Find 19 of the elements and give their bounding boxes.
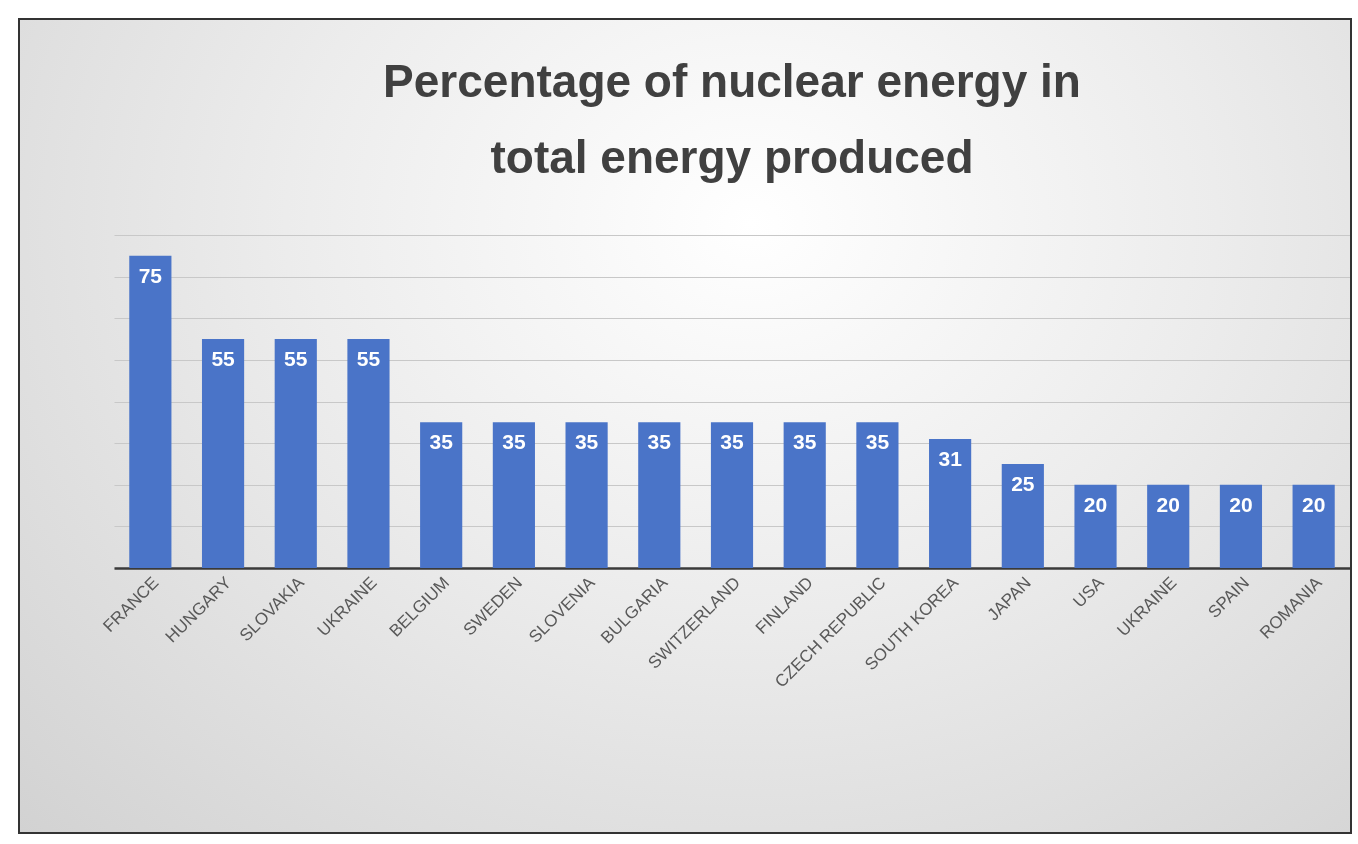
- data-label: 25: [1011, 471, 1035, 495]
- chart-title: Percentage of nuclear energy in total energy produced: [383, 55, 1081, 183]
- x-tick-label: USA: [1069, 572, 1109, 612]
- data-label: 35: [647, 430, 672, 454]
- data-label: 20: [1229, 492, 1253, 516]
- data-label: 55: [284, 347, 308, 371]
- data-label: 20: [1156, 492, 1180, 516]
- data-label: 75: [138, 263, 163, 287]
- data-label: 35: [574, 430, 599, 454]
- data-label: 55: [356, 347, 381, 371]
- data-label: 35: [720, 430, 744, 454]
- data-label: 20: [1301, 492, 1326, 516]
- data-label: 35: [429, 430, 454, 454]
- data-label: 55: [211, 347, 236, 371]
- data-label: 20: [1083, 492, 1108, 516]
- data-label: 35: [793, 430, 817, 454]
- data-label: 35: [502, 430, 526, 454]
- data-label: 35: [865, 430, 890, 454]
- data-label: 31: [938, 446, 963, 470]
